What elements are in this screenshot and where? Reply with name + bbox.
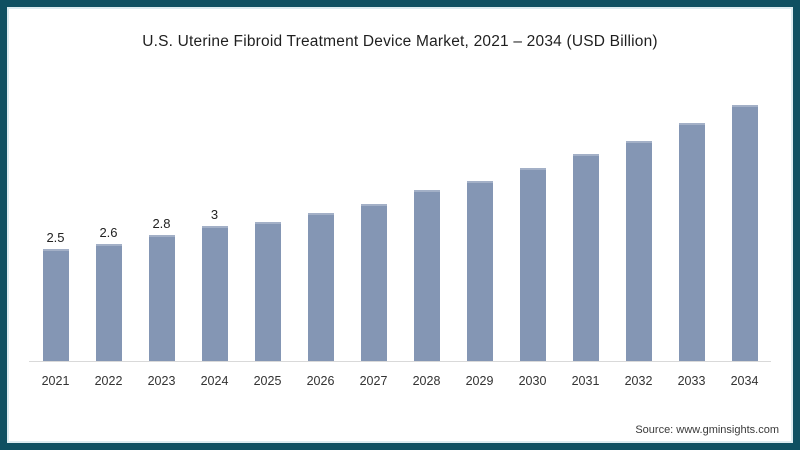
- x-tick-label-2023: 2023: [147, 374, 176, 388]
- bar-value-label-2024: 3: [210, 207, 219, 222]
- bar-column-2030: [506, 87, 559, 361]
- bar-2032: [625, 140, 652, 361]
- bar-column-2034: [718, 87, 771, 361]
- x-tick-label-2026: 2026: [306, 374, 335, 388]
- bar-2025: [254, 221, 281, 361]
- bar-2030: [519, 167, 546, 361]
- x-tick-label-2028: 2028: [412, 374, 441, 388]
- bar-column-2033: [665, 87, 718, 361]
- bar-2029: [466, 181, 493, 361]
- x-tick-label-2025: 2025: [253, 374, 282, 388]
- bar-column-2032: [612, 87, 665, 361]
- bar-2033: [678, 122, 705, 361]
- bar-2034: [731, 104, 758, 361]
- bar-column-2028: [400, 87, 453, 361]
- bar-2023: [148, 235, 175, 361]
- x-axis-labels: 2021 2022 2023 2024 2025 2026 2027 2028 2029 2030…: [29, 374, 771, 388]
- bar-column-2027: [347, 87, 400, 361]
- bar-column-2026: [294, 87, 347, 361]
- bar-2031: [572, 154, 599, 361]
- bar-2021: [42, 248, 69, 361]
- x-tick-label-2024: 2024: [200, 374, 229, 388]
- x-tick-label-2034: 2034: [730, 374, 759, 388]
- bar-2026: [307, 212, 334, 361]
- bar-column-2023: 2.8: [135, 87, 188, 361]
- bar-2027: [360, 203, 387, 361]
- x-tick-label-2030: 2030: [518, 374, 547, 388]
- bar-column-2024: 3: [188, 87, 241, 361]
- bar-value-label-2022: 2.6: [99, 225, 118, 240]
- bar-value-label-2021: 2.5: [46, 229, 65, 245]
- bar-column-2031: [559, 87, 612, 361]
- bar-column-2025: [241, 87, 294, 361]
- x-tick-label-2031: 2031: [571, 374, 600, 388]
- x-tick-label-2027: 2027: [359, 374, 388, 388]
- x-tick-label-2022: 2022: [94, 374, 123, 388]
- x-tick-label-2033: 2033: [677, 374, 706, 388]
- bar-2022: [95, 244, 122, 361]
- x-tick-label-2021: 2021: [41, 374, 70, 388]
- chart-title: U.S. Uterine Fibroid Treatment Device Ma…: [142, 33, 658, 50]
- bar-value-label-2023: 2.8: [152, 216, 171, 231]
- bar-column-2029: [453, 87, 506, 361]
- plot-area: 2.5 2.6 2.8 3: [29, 87, 771, 362]
- bar-column-2022: 2.6: [82, 87, 135, 361]
- source-note: Source: www.gminsights.com: [635, 424, 779, 436]
- x-tick-label-2032: 2032: [624, 374, 653, 388]
- bar-column-2021: 2.5: [29, 87, 82, 361]
- bar-2028: [413, 190, 440, 361]
- x-tick-label-2029: 2029: [465, 374, 494, 388]
- bar-2024: [201, 226, 228, 361]
